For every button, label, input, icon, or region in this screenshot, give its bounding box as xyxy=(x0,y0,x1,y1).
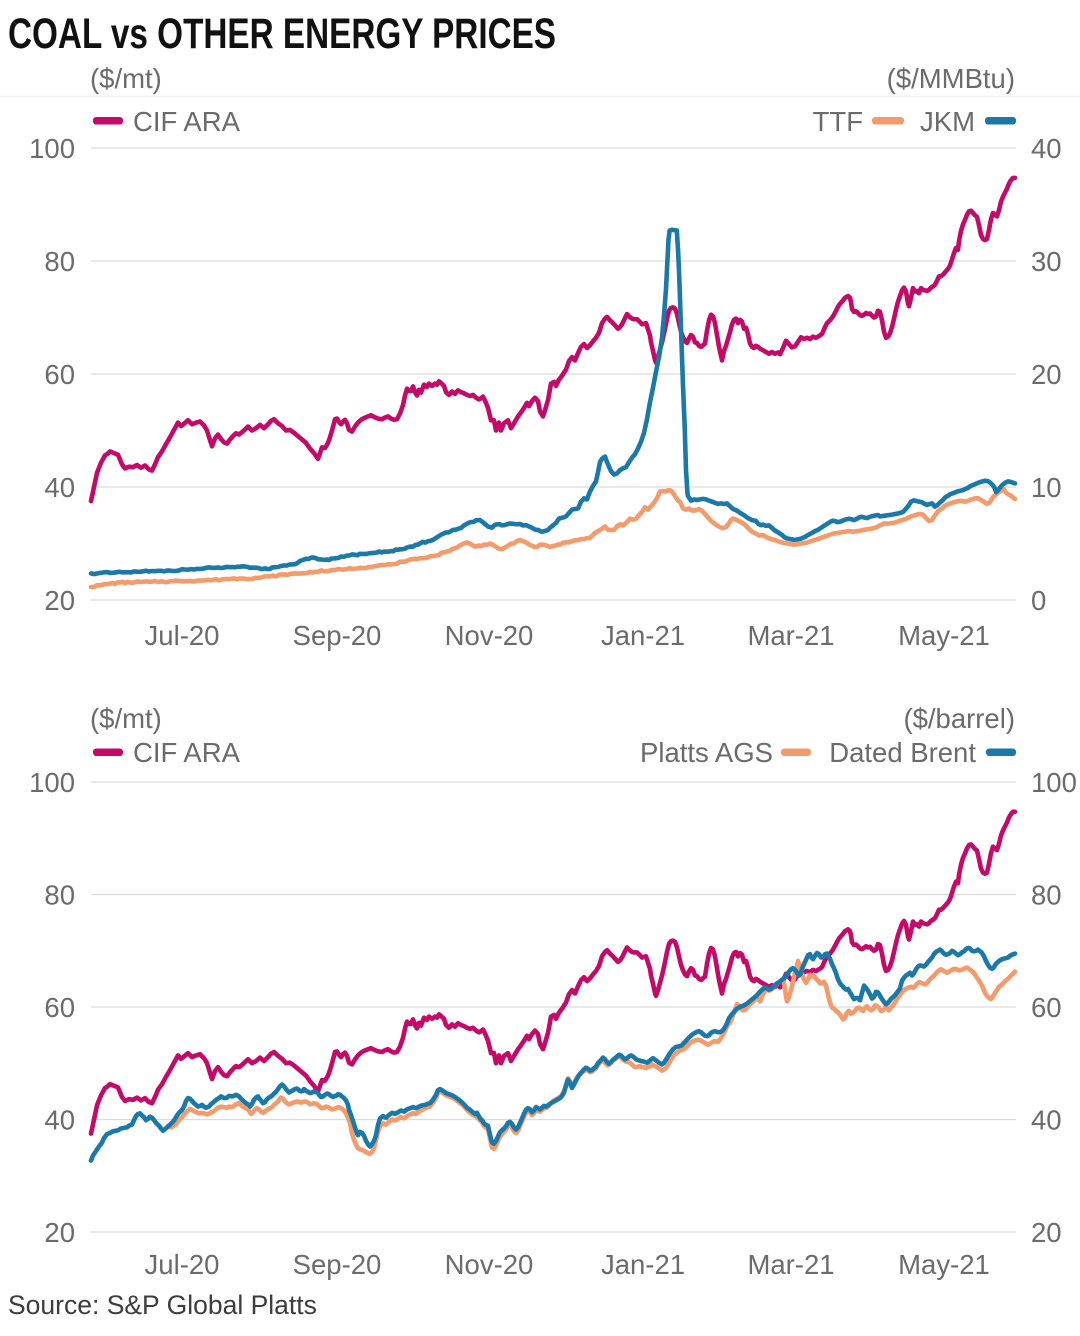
svg-text:Mar-21: Mar-21 xyxy=(747,620,834,651)
svg-text:40: 40 xyxy=(1031,133,1062,164)
svg-text:May-21: May-21 xyxy=(898,620,990,651)
svg-text:Sep-20: Sep-20 xyxy=(293,620,382,651)
svg-text:40: 40 xyxy=(1031,1105,1062,1136)
svg-text:80: 80 xyxy=(44,880,75,911)
svg-text:Nov-20: Nov-20 xyxy=(445,620,534,651)
svg-text:20: 20 xyxy=(44,1217,75,1248)
svg-text:($/barrel): ($/barrel) xyxy=(903,703,1015,734)
svg-text:($/mt): ($/mt) xyxy=(90,63,162,94)
svg-text:May-21: May-21 xyxy=(898,1249,990,1280)
svg-text:100: 100 xyxy=(29,133,75,164)
svg-text:20: 20 xyxy=(1031,359,1062,390)
svg-text:COAL vs OTHER ENERGY PRICES: COAL vs OTHER ENERGY PRICES xyxy=(8,10,556,58)
svg-text:Nov-20: Nov-20 xyxy=(445,1249,534,1280)
svg-text:CIF ARA: CIF ARA xyxy=(133,737,241,768)
svg-text:Jul-20: Jul-20 xyxy=(145,620,220,651)
svg-text:40: 40 xyxy=(44,1105,75,1136)
svg-text:60: 60 xyxy=(44,992,75,1023)
svg-text:($/MMBtu): ($/MMBtu) xyxy=(887,63,1015,94)
svg-text:100: 100 xyxy=(1031,767,1077,798)
svg-text:Jul-20: Jul-20 xyxy=(145,1249,220,1280)
svg-text:Jan-21: Jan-21 xyxy=(601,620,685,651)
svg-text:60: 60 xyxy=(1031,992,1062,1023)
svg-text:CIF ARA: CIF ARA xyxy=(133,106,241,137)
svg-text:40: 40 xyxy=(44,472,75,503)
svg-text:Platts AGS: Platts AGS xyxy=(640,737,773,768)
svg-text:10: 10 xyxy=(1031,472,1062,503)
svg-text:80: 80 xyxy=(44,246,75,277)
svg-text:Mar-21: Mar-21 xyxy=(747,1249,834,1280)
svg-text:80: 80 xyxy=(1031,880,1062,911)
svg-text:Sep-20: Sep-20 xyxy=(293,1249,382,1280)
svg-text:0: 0 xyxy=(1031,585,1046,616)
svg-text:Dated Brent: Dated Brent xyxy=(829,737,976,768)
svg-text:Source: S&P Global Platts: Source: S&P Global Platts xyxy=(8,1290,317,1320)
svg-text:60: 60 xyxy=(44,359,75,390)
svg-text:20: 20 xyxy=(44,585,75,616)
svg-text:30: 30 xyxy=(1031,246,1062,277)
svg-text:($/mt): ($/mt) xyxy=(90,703,162,734)
svg-text:JKM: JKM xyxy=(920,106,975,137)
svg-text:20: 20 xyxy=(1031,1217,1062,1248)
svg-text:Jan-21: Jan-21 xyxy=(601,1249,685,1280)
svg-text:TTF: TTF xyxy=(813,106,863,137)
svg-text:100: 100 xyxy=(29,767,75,798)
